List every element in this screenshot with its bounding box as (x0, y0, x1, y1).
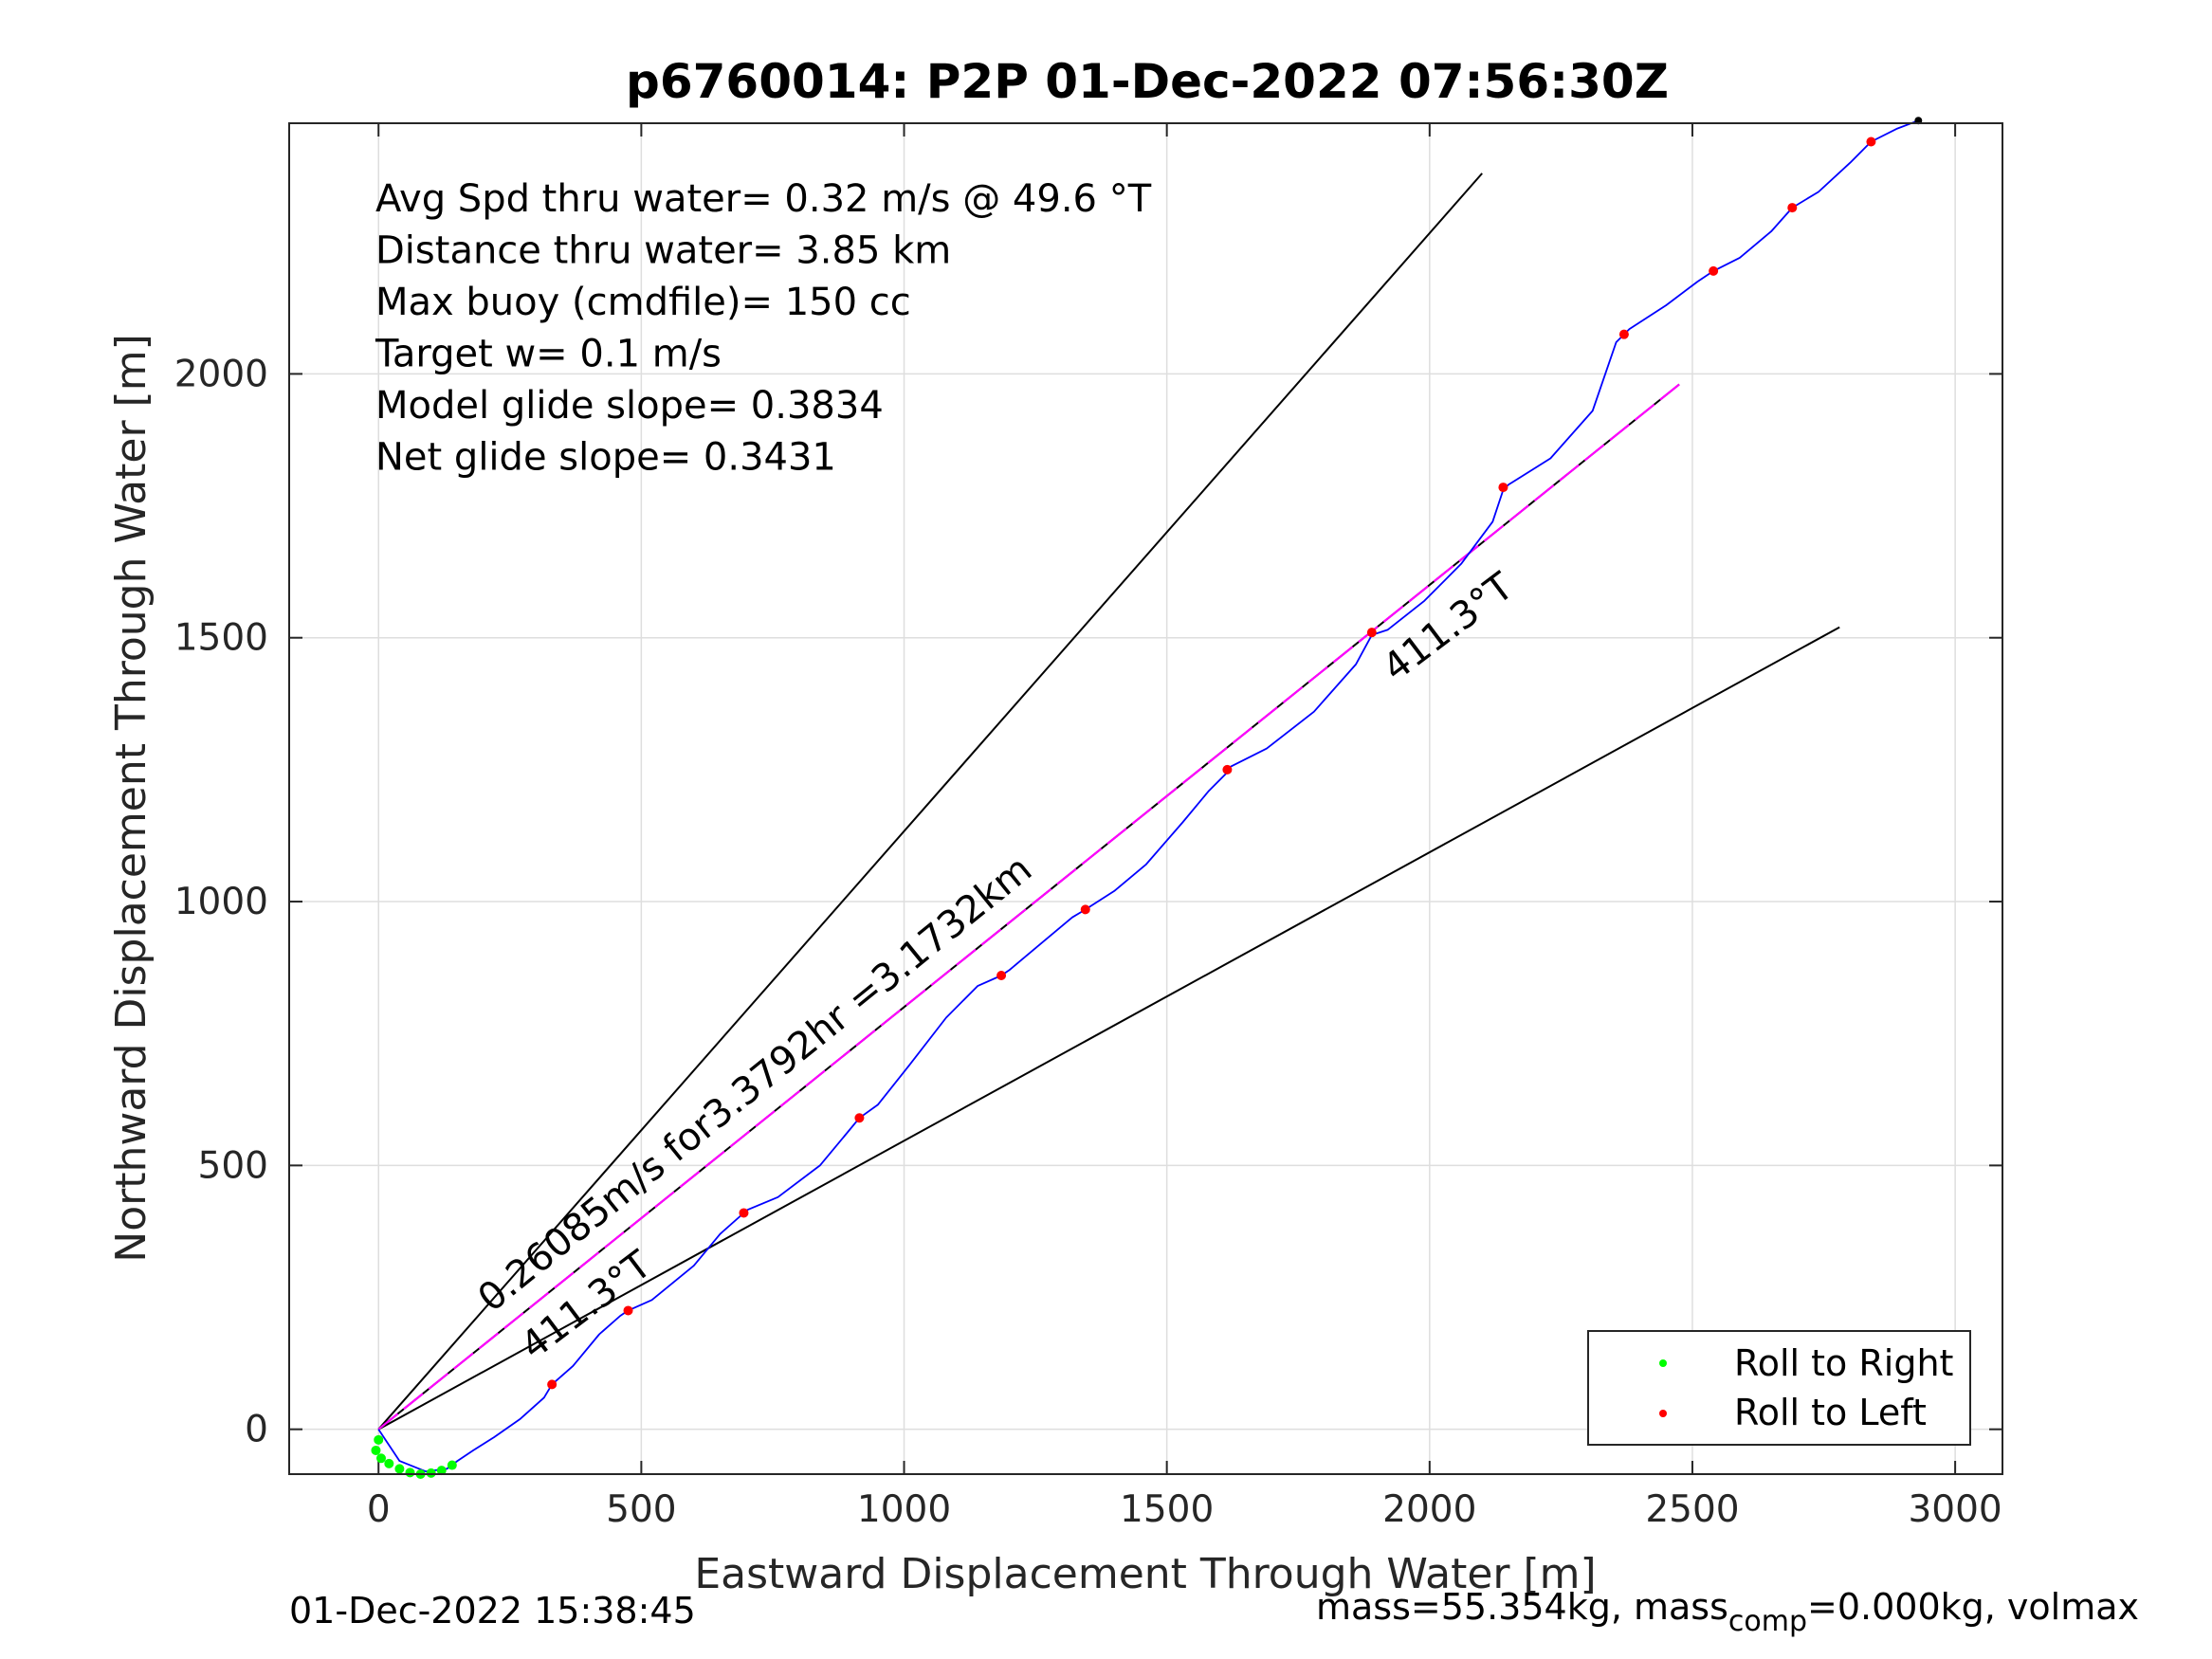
legend-marker-roll-right (1659, 1359, 1667, 1367)
roll-left-point (739, 1208, 749, 1218)
roll-left-point (1080, 904, 1090, 915)
roll-left-point (1618, 329, 1629, 339)
x-tick-label: 0 (367, 1488, 391, 1531)
roll-right-point (405, 1468, 415, 1478)
x-axis-label: Eastward Displacement Through Water [m] (694, 1550, 1596, 1598)
roll-left-point (1866, 137, 1876, 147)
roll-right-point (447, 1460, 457, 1470)
y-tick-labels: 0 500 1000 1500 2000 (174, 353, 268, 1450)
y-tick-label: 1000 (174, 881, 268, 923)
roll-left-point (623, 1305, 633, 1316)
axes-box (288, 122, 2003, 1475)
roll-left-point (1366, 628, 1377, 638)
info-line: Distance thru water= 3.85 km (375, 229, 951, 273)
series-layer (377, 119, 1919, 1473)
roll-left-point (1709, 265, 1719, 276)
roll-right-point (436, 1466, 447, 1476)
info-line: Avg Spd thru water= 0.32 m/s @ 49.6 °T (375, 177, 1152, 221)
y-tick-label: 1500 (174, 617, 268, 660)
x-tick-labels: 0 500 1000 1500 2000 2500 3000 (367, 1488, 2002, 1531)
roll-right-point (376, 1453, 387, 1464)
roll-left-point (1787, 203, 1798, 213)
x-tick-label: 3000 (1908, 1488, 2002, 1531)
roll-left-point (547, 1379, 558, 1390)
footer-mass-subscript: comp (1728, 1605, 1807, 1638)
legend-marker-roll-left (1659, 1410, 1667, 1417)
roll-left-point (996, 970, 1007, 980)
series-line-net-glide-path (377, 383, 1680, 1431)
grid (289, 123, 2002, 1474)
roll-right-point (394, 1464, 405, 1474)
y-axis-label: Northward Displacement Through Water [m] (107, 334, 155, 1262)
marker-layer (371, 117, 1923, 1479)
x-tick-label: 2500 (1645, 1488, 1739, 1531)
x-tick-label: 500 (606, 1488, 676, 1531)
series-line-lower-bound (377, 626, 1840, 1431)
footer-mass: mass=55.354kg, masscomp=0.000kg, volmax (1316, 1586, 2139, 1638)
chart-title: p6760014: P2P 01-Dec-2022 07:56:30Z (626, 54, 1669, 109)
y-tick-label: 0 (245, 1409, 268, 1451)
footer-mass-suffix: =0.000kg, volmax (1807, 1586, 2139, 1628)
roll-right-point (374, 1434, 384, 1445)
x-tick-label: 2000 (1382, 1488, 1476, 1531)
roll-left-point (1222, 764, 1233, 775)
y-tick-label: 2000 (174, 353, 268, 395)
x-tick-label: 1500 (1120, 1488, 1214, 1531)
legend-box (1587, 1330, 1971, 1446)
legend-label-roll-left: Roll to Left (1734, 1392, 1927, 1433)
series-line-track (377, 119, 1919, 1473)
info-line: Net glide slope= 0.3431 (375, 436, 836, 480)
legend-label-roll-right: Roll to Right (1734, 1342, 1953, 1384)
info-line: Max buoy (cmdfile)= 150 cc (375, 281, 911, 324)
series-line-upper-bound (377, 173, 1483, 1431)
roll-right-point (384, 1458, 394, 1468)
info-line: Model glide slope= 0.3834 (375, 384, 884, 428)
footer-mass-prefix: mass=55.354kg, mass (1316, 1586, 1728, 1628)
y-tick-label: 500 (198, 1144, 268, 1187)
roll-left-point (1498, 483, 1508, 493)
info-line: Target w= 0.1 m/s (375, 333, 722, 376)
roll-left-point (854, 1113, 865, 1123)
x-tick-label: 1000 (857, 1488, 951, 1531)
roll-right-point (371, 1445, 381, 1455)
roll-right-point (426, 1468, 436, 1478)
info-block: Avg Spd thru water= 0.32 m/s @ 49.6 °T Di… (375, 177, 1152, 480)
footer-timestamp: 01-Dec-2022 15:38:45 (289, 1590, 696, 1632)
legend: Roll to Right Roll to Left (1587, 1330, 1971, 1446)
